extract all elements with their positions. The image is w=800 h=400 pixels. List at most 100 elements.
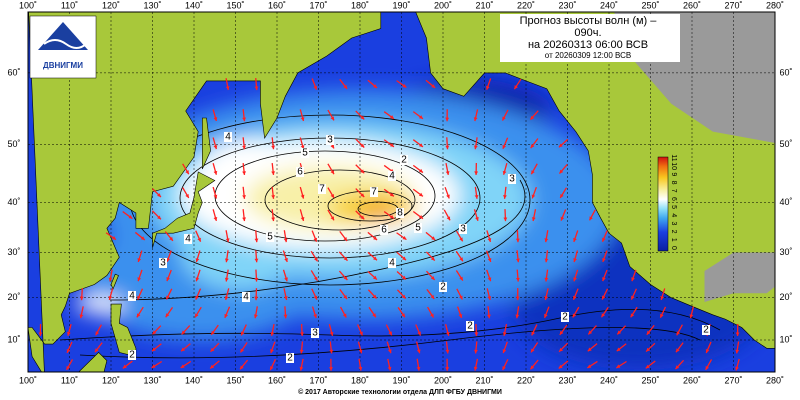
arrow <box>601 288 609 300</box>
arrow <box>444 324 450 336</box>
arrow <box>396 232 407 241</box>
arrow-head <box>445 117 450 122</box>
arrow <box>558 138 569 148</box>
arrow <box>544 230 549 243</box>
arrow-head <box>360 143 365 148</box>
arrow-head <box>389 143 394 147</box>
arrow-head <box>181 330 186 335</box>
arrow-head <box>503 195 507 199</box>
contour-label-bg <box>326 135 334 145</box>
lon-label-bottom: 100˚ <box>19 375 37 385</box>
contour-label-bg <box>311 328 319 338</box>
arrow-head <box>631 295 635 300</box>
arrow-head <box>601 313 606 318</box>
arrow-head <box>360 215 365 220</box>
contour-label-bg <box>414 223 422 233</box>
arrow-head <box>271 217 276 222</box>
contour-label-bg <box>508 174 516 184</box>
arrow <box>108 288 114 301</box>
arrow <box>486 306 491 319</box>
contour-label-bg <box>296 167 304 177</box>
arrow-head <box>558 364 563 369</box>
arrow-head <box>300 332 304 336</box>
colorbar-label: 9 <box>670 172 677 176</box>
arrow-head <box>79 296 84 301</box>
gulf-of-mexico <box>704 252 775 302</box>
arrow <box>445 109 450 122</box>
arrow <box>367 79 378 89</box>
arrow-head <box>389 192 394 197</box>
lon-label-bottom: 210˚ <box>475 375 493 385</box>
contour-label: 2 <box>562 312 568 323</box>
arrow <box>253 306 258 319</box>
arrow <box>502 341 508 354</box>
arrow-head <box>360 115 365 120</box>
colorbar-scale <box>657 156 669 252</box>
lon-label-top: 220˚ <box>517 0 535 10</box>
axis-labels: 100˚100˚110˚110˚120˚120˚130˚130˚140˚140˚… <box>7 0 792 385</box>
arrow <box>474 323 479 337</box>
arrow <box>396 80 407 89</box>
lat-label-left: 50˚ <box>7 139 20 149</box>
arrow-head <box>283 238 288 243</box>
arrow-head <box>242 171 246 175</box>
lat-label-right: 50˚ <box>779 139 792 149</box>
arrow-head <box>79 314 84 319</box>
arrow <box>327 209 335 221</box>
arrow <box>735 323 740 337</box>
arrow <box>455 270 464 281</box>
arrow <box>386 341 392 354</box>
arrow <box>425 251 436 262</box>
arrow <box>412 164 424 174</box>
arrow <box>616 360 627 369</box>
arrow <box>134 231 146 241</box>
arrow-head <box>387 349 392 354</box>
arrow <box>210 324 219 336</box>
arrow-head <box>388 331 392 336</box>
arrow <box>152 325 162 335</box>
arrow <box>108 269 113 282</box>
arrow <box>242 209 246 222</box>
contour-label-bg <box>242 292 250 302</box>
arrow-head <box>254 296 259 301</box>
arrow <box>95 324 102 336</box>
arrow-head <box>430 313 434 318</box>
arrow-head <box>531 170 535 175</box>
arrow <box>224 306 231 319</box>
arrow-head <box>531 217 536 221</box>
arrow-head <box>645 364 650 369</box>
arrow <box>165 288 173 300</box>
arrow <box>254 250 259 263</box>
arrow-head <box>689 314 694 319</box>
arrow-head <box>474 332 479 337</box>
arrow-head <box>137 258 142 262</box>
arrow <box>558 163 568 174</box>
arrow <box>271 186 276 199</box>
contour-label: 2 <box>467 321 473 332</box>
arrow-head <box>210 347 215 352</box>
lat-label-right: 40˚ <box>779 197 792 207</box>
lon-label-bottom: 160˚ <box>268 375 286 385</box>
arrow-head <box>224 277 229 282</box>
arrow <box>182 187 190 199</box>
arrow <box>283 306 288 319</box>
arrow <box>445 162 450 175</box>
arrow <box>660 288 666 301</box>
arrow-head <box>445 331 450 336</box>
arrow-head <box>253 314 258 319</box>
arrow <box>282 269 288 282</box>
arrow <box>513 78 522 90</box>
title-box: Прогноз высоты волн (м) – 090ч. на 20260… <box>500 14 680 62</box>
lon-label-top: 180˚ <box>351 0 369 10</box>
arrow-head <box>313 295 318 300</box>
arrow <box>311 306 317 319</box>
contour-label: 4 <box>243 292 249 303</box>
arrow <box>516 250 520 263</box>
arrow-head <box>458 314 463 318</box>
landmass <box>110 303 137 357</box>
arrow <box>339 231 348 242</box>
arrow <box>735 358 740 371</box>
arrow-head <box>416 349 421 354</box>
arrow <box>486 230 492 243</box>
